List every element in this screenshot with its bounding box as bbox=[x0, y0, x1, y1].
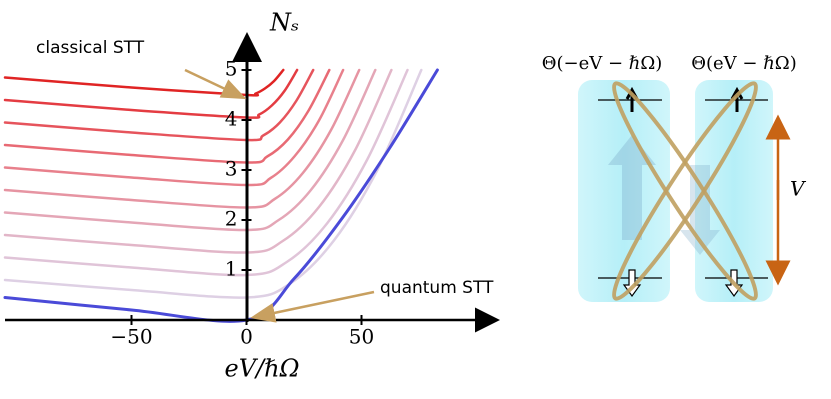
curve bbox=[3, 68, 299, 119]
y-tick-label: 4 bbox=[225, 107, 238, 131]
y-tick-label: 1 bbox=[225, 257, 238, 281]
faded-arrow bbox=[680, 165, 720, 255]
y-tick-label: 3 bbox=[225, 157, 238, 181]
curve bbox=[3, 68, 331, 164]
diagram: V Θ(−eV − ℏΩ) Θ(eV − ℏΩ) bbox=[542, 53, 807, 302]
curve bbox=[3, 68, 439, 323]
curve bbox=[3, 68, 315, 142]
curve bbox=[3, 68, 409, 277]
x-tick-label: 0 bbox=[240, 325, 253, 349]
y-axis-label: Nₛ bbox=[269, 9, 299, 37]
faded-arrow bbox=[608, 135, 656, 240]
annotation: classical STT bbox=[36, 38, 145, 58]
state-box bbox=[695, 80, 773, 302]
x-tick-label: −50 bbox=[110, 325, 152, 349]
curve bbox=[3, 68, 285, 97]
annotation-arrow bbox=[250, 290, 375, 323]
transition-loop bbox=[612, 81, 758, 301]
plot-area bbox=[3, 68, 439, 323]
diagram-label: Θ(eV − ℏΩ) bbox=[691, 53, 797, 74]
annotation-arrow bbox=[184, 68, 247, 100]
curve bbox=[3, 68, 361, 209]
y-tick-label: 2 bbox=[225, 207, 238, 231]
y-tick-label: 5 bbox=[225, 57, 238, 81]
diagram-label: Θ(−eV − ℏΩ) bbox=[542, 53, 663, 74]
voltage-label: V bbox=[790, 177, 807, 201]
curve bbox=[3, 68, 393, 254]
curve bbox=[3, 68, 345, 187]
transition-loop bbox=[612, 81, 758, 301]
x-tick-label: 50 bbox=[349, 325, 374, 349]
state-box bbox=[578, 80, 670, 302]
x-axis-label: eV/ℏΩ bbox=[225, 355, 300, 383]
curve bbox=[3, 68, 377, 232]
annotation: quantum STT bbox=[380, 278, 494, 298]
